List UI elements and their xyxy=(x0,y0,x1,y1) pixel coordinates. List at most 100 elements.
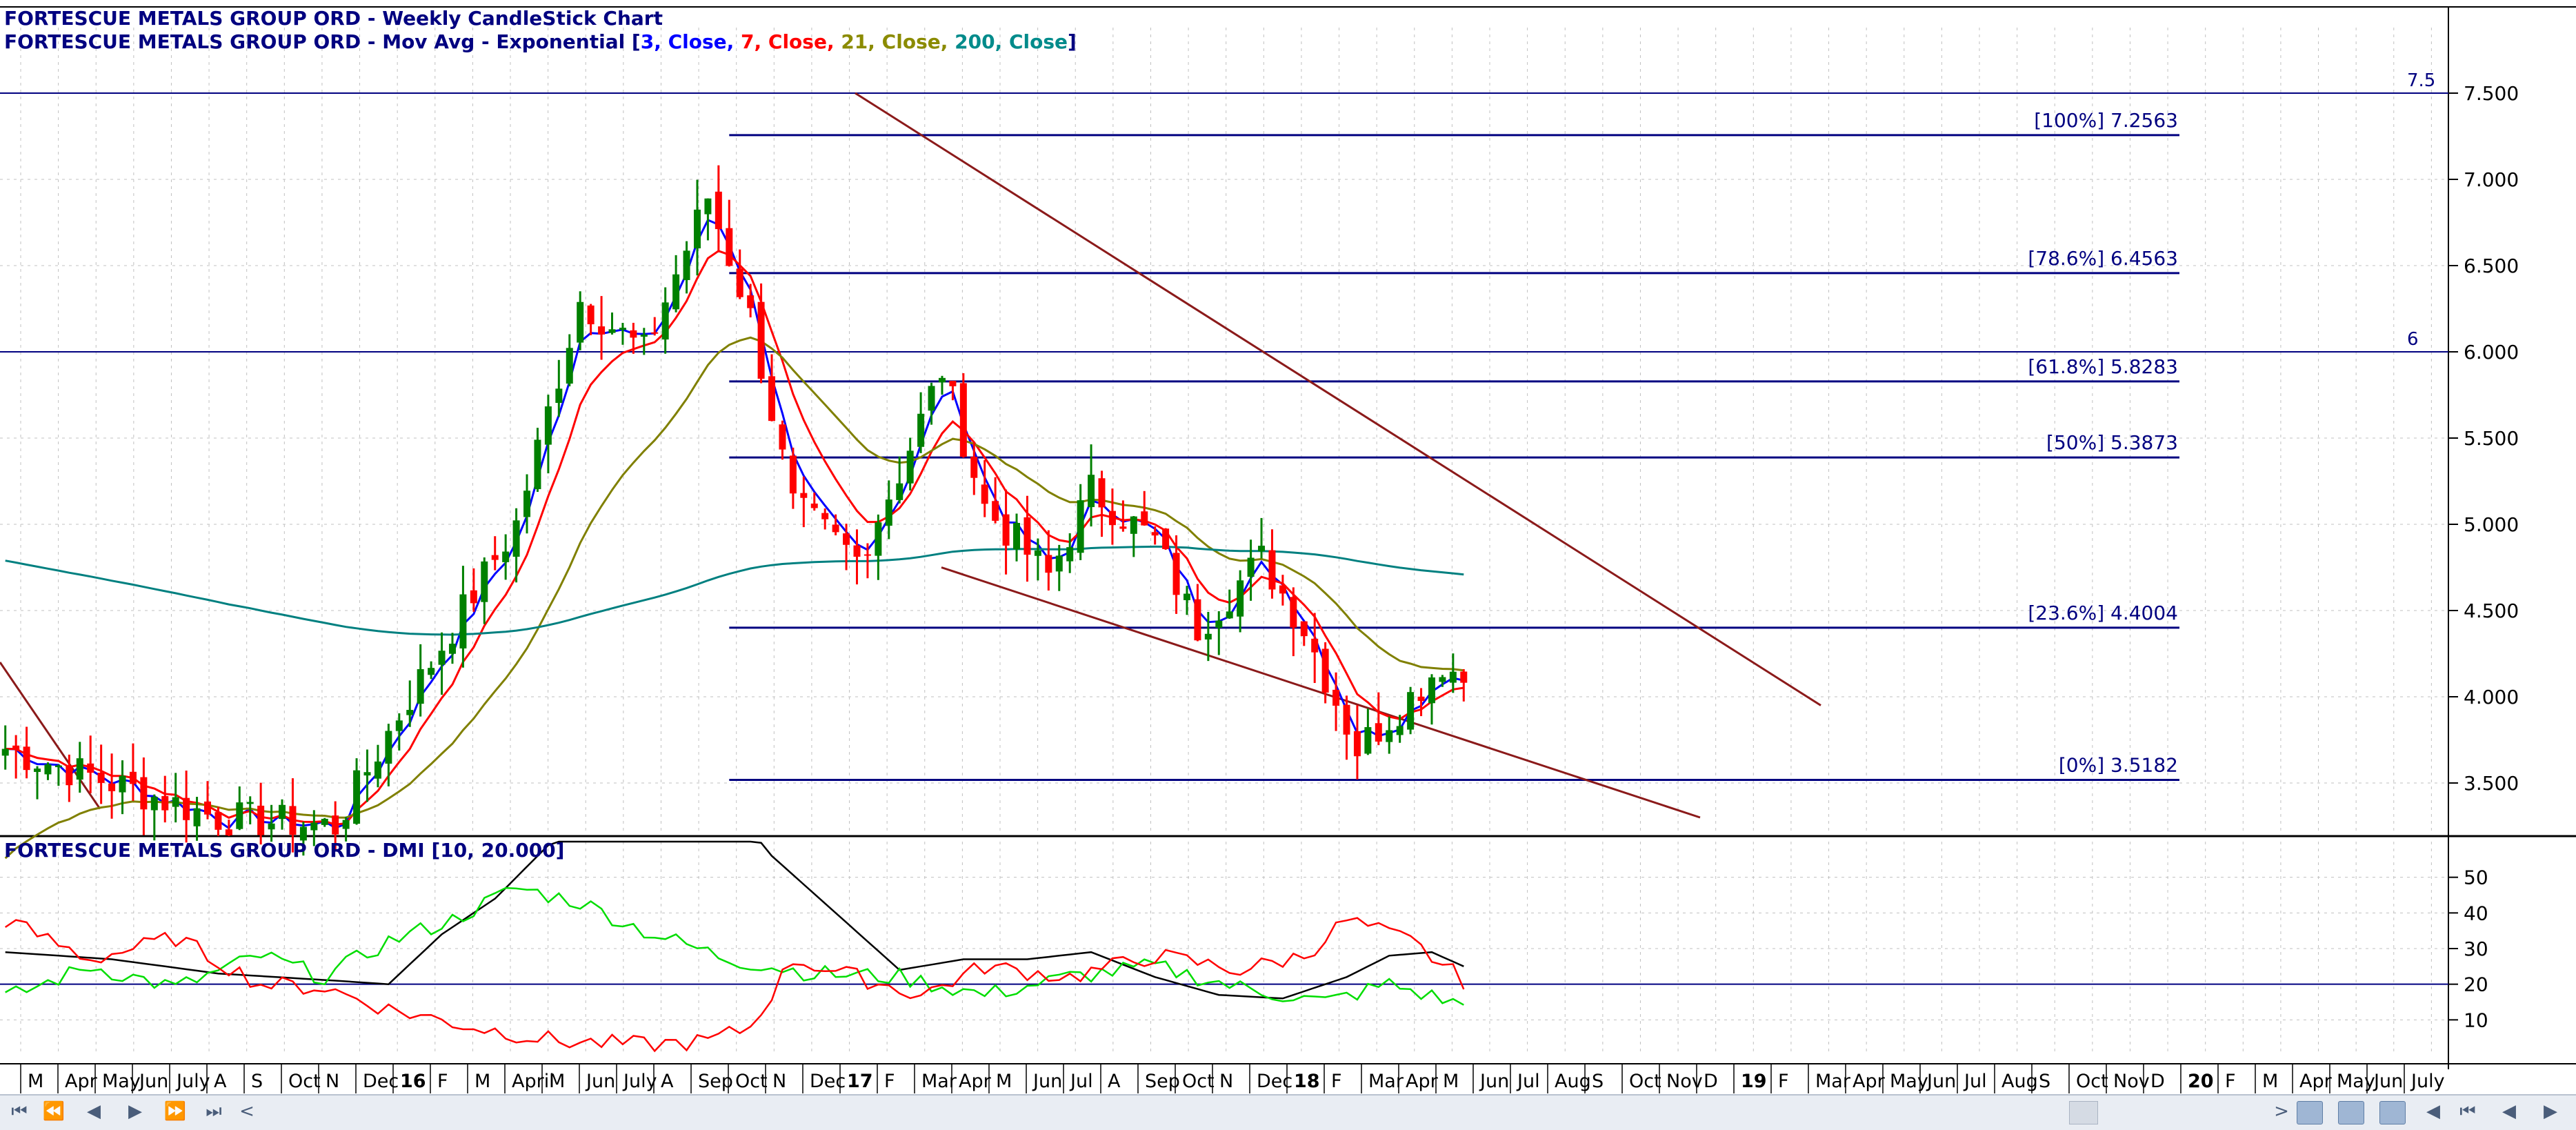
candle-body xyxy=(1066,547,1074,562)
zoom-out-icon[interactable] xyxy=(2338,1101,2364,1124)
candle-body xyxy=(566,348,573,384)
date-label: Oct xyxy=(288,1071,321,1092)
dmi-tick-label: 20 xyxy=(2464,973,2488,996)
candle-body xyxy=(108,783,116,791)
date-label: 16 xyxy=(400,1071,426,1092)
candle-body xyxy=(683,250,690,280)
scroll-prev-icon[interactable]: ◀ xyxy=(2502,1101,2516,1122)
date-label: N xyxy=(1219,1071,1233,1092)
candle-body xyxy=(928,386,935,411)
candle-body xyxy=(523,490,531,517)
candle-body xyxy=(332,815,339,835)
candle-body xyxy=(1108,511,1116,526)
candle-body xyxy=(161,795,169,811)
candle-body xyxy=(1258,546,1266,552)
ma-legend-params: 3, Close, 7, Close, 21, Close, 200, Clos… xyxy=(641,30,1068,53)
hline-label: 7.5 xyxy=(2407,70,2435,91)
candle-body xyxy=(1141,511,1148,526)
fast-forward-button[interactable]: ⏩ xyxy=(163,1101,187,1122)
scroll-page-icon[interactable]: ⏮ xyxy=(2459,1100,2476,1122)
chart-title: FORTESCUE METALS GROUP ORD - Weekly Cand… xyxy=(4,7,663,30)
date-label: M xyxy=(2262,1071,2278,1092)
last-page-button[interactable]: ⏭ xyxy=(206,1100,222,1122)
date-label: Apr xyxy=(65,1071,98,1092)
date-label: Mar xyxy=(1368,1071,1404,1092)
minus-di-line xyxy=(5,917,1465,1053)
candle-body xyxy=(363,772,371,776)
price-tick-label: 5.500 xyxy=(2464,427,2519,450)
candle-body xyxy=(268,823,275,830)
price-tick-label: 7.500 xyxy=(2464,82,2519,105)
scroll-end-icon[interactable]: ▶ xyxy=(2544,1101,2557,1122)
candle-body xyxy=(246,802,254,804)
fast-back-button[interactable]: ⏪ xyxy=(42,1101,66,1122)
date-label: Jul xyxy=(1516,1071,1540,1092)
candle-body xyxy=(863,554,871,556)
candle-body xyxy=(310,822,318,831)
date-label: S xyxy=(1592,1071,1604,1092)
scroll-thumb[interactable] xyxy=(2069,1101,2098,1124)
candle-body xyxy=(1130,516,1137,534)
date-label: Mar xyxy=(1815,1071,1851,1092)
date-label: Nov xyxy=(1666,1071,1703,1092)
candle-body xyxy=(1311,638,1319,653)
candle-body xyxy=(800,493,808,498)
candle-body xyxy=(406,710,414,715)
price-tick-label: 5.000 xyxy=(2464,513,2519,536)
date-label: July xyxy=(175,1071,210,1092)
candle-body xyxy=(661,302,669,340)
candle-body xyxy=(299,826,307,841)
first-page-button[interactable]: ⏮ xyxy=(11,1100,28,1122)
scroll-left-button[interactable]: < xyxy=(239,1101,254,1122)
candle-body xyxy=(726,228,733,266)
date-label: Oct xyxy=(1182,1071,1215,1092)
dmi-tick-label: 30 xyxy=(2464,938,2488,960)
date-label: Oct xyxy=(735,1071,768,1092)
candle-body xyxy=(353,770,361,824)
forward-button[interactable]: ▶ xyxy=(128,1101,142,1122)
back-button[interactable]: ◀ xyxy=(87,1101,101,1122)
candle-body xyxy=(236,802,243,829)
date-label: M xyxy=(1443,1071,1459,1092)
candle-body xyxy=(76,758,83,780)
date-label: Apr xyxy=(959,1071,992,1092)
date-label: Apr xyxy=(2299,1071,2333,1092)
candle-body xyxy=(1088,475,1095,508)
date-label: April xyxy=(512,1071,555,1092)
candle-body xyxy=(512,520,520,557)
price-tick-label: 3.500 xyxy=(2464,772,2519,795)
price-axis: 3.500 4.000 4.500 5.000 5.500 6.000 6.500 7.000… xyxy=(2448,82,2519,795)
candle-body xyxy=(1279,585,1286,594)
ma-param-4: 21 xyxy=(841,30,868,53)
scroll-right-button[interactable]: > xyxy=(2274,1101,2289,1122)
candle-body xyxy=(1162,528,1170,549)
price-tick-label: 6.000 xyxy=(2464,341,2519,364)
candle-body xyxy=(949,381,957,386)
candle-body xyxy=(448,644,456,654)
candle-body xyxy=(1119,526,1127,529)
candle-body xyxy=(1013,523,1021,550)
candle-body xyxy=(1386,730,1393,742)
candle-body xyxy=(428,668,435,675)
date-label: N xyxy=(326,1071,339,1092)
candle-body xyxy=(34,769,41,772)
plus-di-line xyxy=(5,886,1464,1006)
date-label: A xyxy=(214,1071,227,1092)
date-label: Oct xyxy=(2076,1071,2108,1092)
candle-body xyxy=(906,450,914,484)
candle-body xyxy=(896,483,903,500)
date-label: Jul xyxy=(1069,1071,1093,1092)
candle-body xyxy=(470,590,477,604)
candle-body xyxy=(1237,580,1244,617)
candle-body xyxy=(1268,550,1276,590)
zoom-in-icon[interactable] xyxy=(2297,1101,2323,1124)
candle-body xyxy=(959,383,967,457)
ma-param-1: , Close, xyxy=(654,30,741,53)
candle-body xyxy=(640,334,648,337)
zoom-fit-icon[interactable] xyxy=(2379,1101,2406,1124)
candle-body xyxy=(1,749,9,756)
scroll-back-icon[interactable]: ◀ xyxy=(2426,1101,2440,1122)
dmi-title: FORTESCUE METALS GROUP ORD - DMI [10, 20… xyxy=(4,839,565,862)
horizontal-lines: 7.56 xyxy=(0,70,2448,353)
ma-param-3: , Close, xyxy=(754,30,841,53)
